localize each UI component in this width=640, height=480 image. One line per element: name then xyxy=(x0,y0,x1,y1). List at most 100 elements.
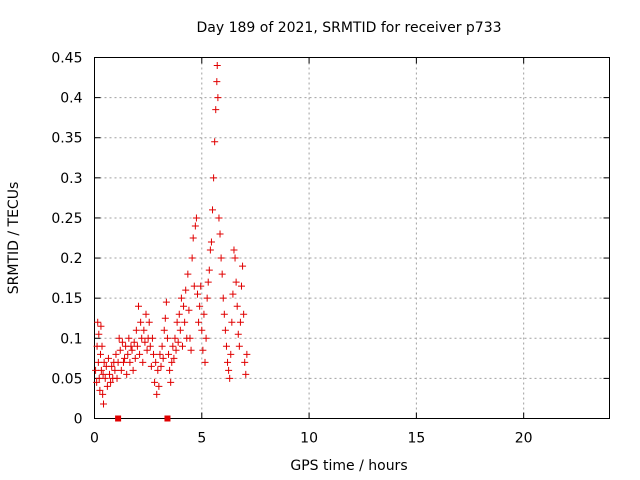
data-point xyxy=(199,346,207,354)
data-point xyxy=(233,302,241,310)
data-point xyxy=(234,330,242,338)
plot-frame xyxy=(94,57,610,419)
y-axis: 0 0.05 0.1 0.15 0.2 0.25 0.3 0.35 0.4 0.45 xyxy=(51,51,610,428)
y-axis-label: SRMTID / TECUs xyxy=(6,182,22,295)
data-point xyxy=(125,334,133,342)
data-point xyxy=(231,254,239,262)
data-point xyxy=(140,326,148,334)
x-axis-label: GPS time / hours xyxy=(290,458,407,474)
data-point xyxy=(224,358,232,366)
data-point xyxy=(153,390,161,398)
data-point xyxy=(222,342,230,350)
data-point xyxy=(196,302,204,310)
data-point xyxy=(96,386,104,394)
data-point xyxy=(189,234,197,242)
data-point xyxy=(212,106,220,114)
x-tick-label: 15 xyxy=(407,431,425,447)
data-point xyxy=(157,362,165,370)
data-point xyxy=(213,78,221,86)
data-point xyxy=(163,334,171,342)
data-point xyxy=(99,370,107,378)
data-point xyxy=(201,358,209,366)
y-tick-label: 0.35 xyxy=(51,131,82,147)
data-point xyxy=(159,354,167,362)
y-tick-label: 0.4 xyxy=(60,91,82,107)
data-point xyxy=(117,366,125,374)
data-point xyxy=(220,310,228,318)
data-point xyxy=(186,334,194,342)
data-point xyxy=(165,350,173,358)
data-point xyxy=(143,346,151,354)
data-point xyxy=(211,138,219,146)
data-point xyxy=(158,342,166,350)
data-point xyxy=(171,334,179,342)
data-point xyxy=(160,326,168,334)
data-point xyxy=(129,366,137,374)
data-point xyxy=(151,378,159,386)
data-point xyxy=(226,374,234,382)
data-point xyxy=(168,358,176,366)
y-tick-label: 0.25 xyxy=(51,211,82,227)
data-point xyxy=(124,350,132,358)
data-point xyxy=(237,282,245,290)
data-point xyxy=(228,318,236,326)
data-point xyxy=(242,370,250,378)
data-point xyxy=(192,214,200,222)
data-point xyxy=(98,342,106,350)
data-point xyxy=(127,342,135,350)
data-point xyxy=(150,350,158,358)
data-point xyxy=(112,350,120,358)
data-point xyxy=(169,342,177,350)
data-point xyxy=(97,350,105,358)
data-point xyxy=(100,400,108,408)
data-point xyxy=(230,246,238,254)
y-tick-label: 0.15 xyxy=(51,291,82,307)
data-point xyxy=(202,334,210,342)
data-point xyxy=(188,254,196,262)
y-tick-label: 0.05 xyxy=(51,371,82,387)
data-point xyxy=(156,350,164,358)
data-point xyxy=(232,278,240,286)
y-tick-label: 0.1 xyxy=(60,331,82,347)
data-point xyxy=(216,230,224,238)
data-point xyxy=(142,310,150,318)
data-point xyxy=(119,358,127,366)
data-point xyxy=(93,378,101,386)
data-point xyxy=(123,370,131,378)
data-point xyxy=(178,342,186,350)
data-points xyxy=(92,62,251,422)
data-point xyxy=(191,222,199,230)
data-point xyxy=(241,358,249,366)
data-point xyxy=(214,94,222,102)
data-point xyxy=(207,238,215,246)
data-point xyxy=(210,174,218,182)
data-point xyxy=(172,346,180,354)
data-point xyxy=(113,374,121,382)
data-point xyxy=(182,286,190,294)
data-point xyxy=(131,354,139,362)
data-point xyxy=(101,374,109,382)
data-point xyxy=(213,62,221,70)
data-point xyxy=(128,346,136,354)
data-point xyxy=(229,290,237,298)
data-point xyxy=(118,338,126,346)
data-point xyxy=(111,366,119,374)
data-point xyxy=(138,334,146,342)
data-point xyxy=(141,338,149,346)
data-point xyxy=(152,358,160,366)
data-point xyxy=(181,318,189,326)
data-point xyxy=(205,266,213,274)
data-point xyxy=(137,318,145,326)
x-tick-label: 0 xyxy=(90,431,99,447)
x-axis: 0 5 10 15 20 xyxy=(90,57,533,447)
data-point xyxy=(227,350,235,358)
data-point xyxy=(103,382,111,390)
data-point xyxy=(166,366,174,374)
data-point xyxy=(97,366,105,374)
y-tick-label: 0.45 xyxy=(51,51,82,67)
data-point xyxy=(195,318,203,326)
chart-title: Day 189 of 2021, SRMTID for receiver p73… xyxy=(196,20,501,36)
data-point xyxy=(121,354,129,362)
data-point xyxy=(133,342,141,350)
